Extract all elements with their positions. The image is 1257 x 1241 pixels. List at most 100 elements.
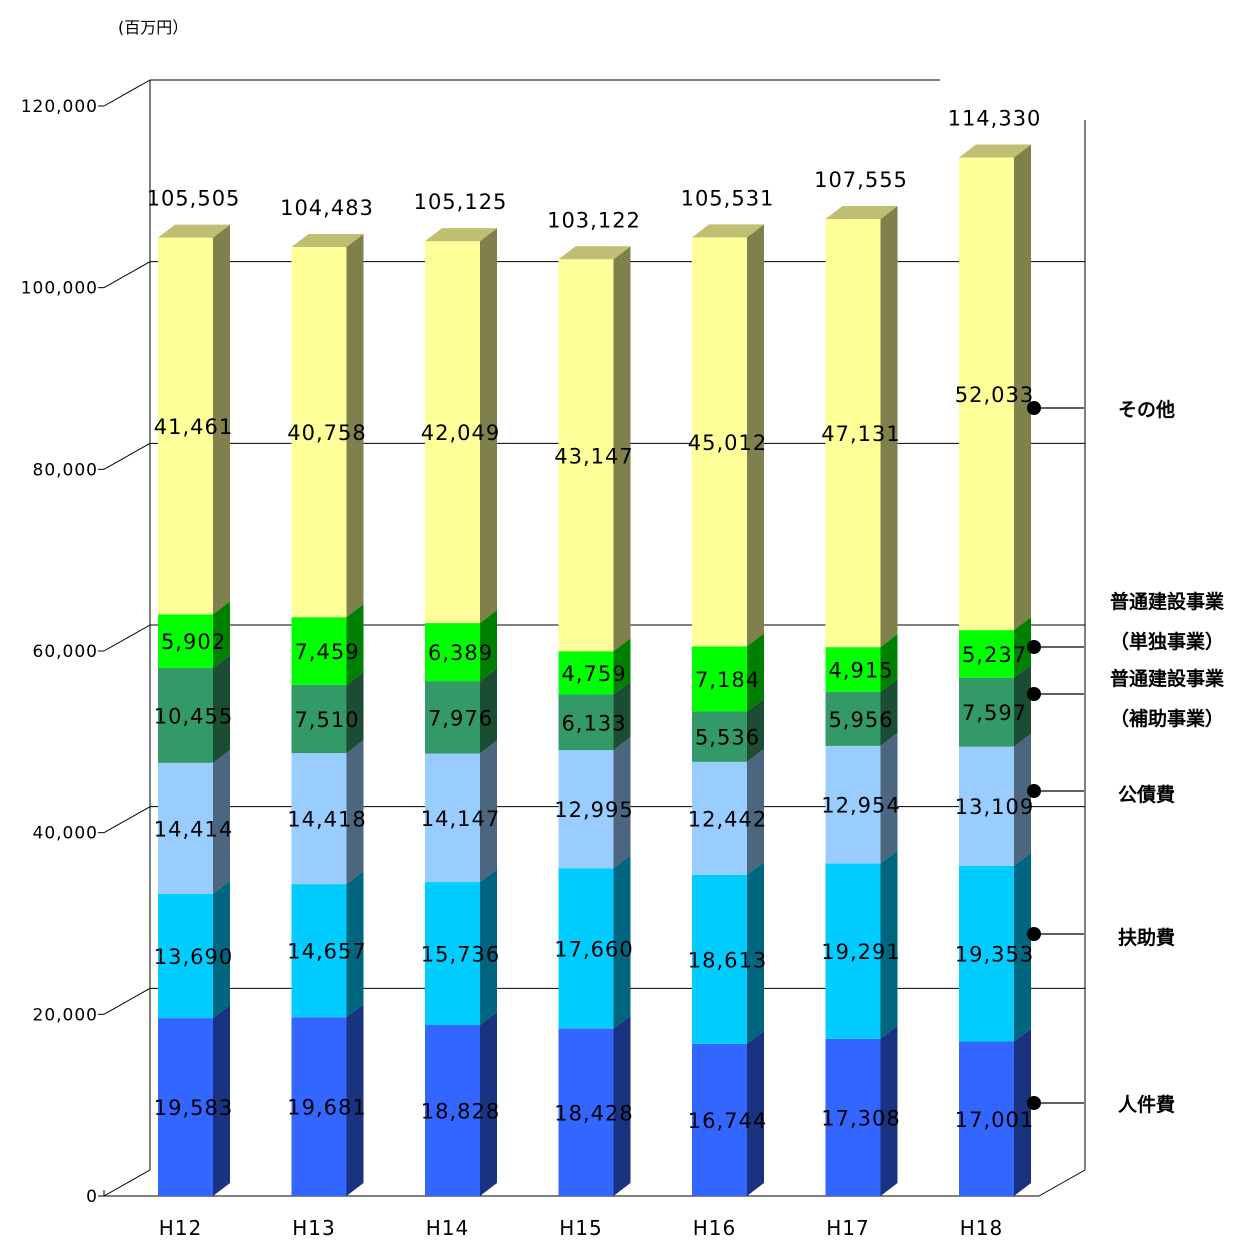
total-label: 105,531	[681, 186, 775, 210]
bar-segment	[291, 1017, 347, 1196]
bar-side	[880, 1025, 898, 1196]
data-label: 43,147	[554, 444, 633, 468]
data-label: 13,690	[154, 945, 233, 969]
bar-segment	[825, 691, 881, 746]
legend-label: 扶助費	[1118, 926, 1175, 949]
bar-side	[613, 681, 631, 751]
bar-segment	[825, 745, 881, 864]
bar-side	[480, 1011, 497, 1196]
bar-side	[213, 224, 230, 615]
bar-side	[880, 206, 898, 648]
x-tick-label: H15	[559, 1216, 603, 1237]
data-label: 52,033	[955, 383, 1034, 407]
bar-side	[346, 740, 364, 885]
bar-side	[480, 869, 497, 1025]
data-label: 17,001	[955, 1108, 1034, 1132]
bar-side	[613, 1015, 631, 1196]
bar-segment	[291, 617, 347, 685]
bar-segment	[158, 237, 213, 615]
bar-segment	[291, 684, 347, 754]
bar-segment	[959, 630, 1014, 678]
bar-side	[747, 861, 764, 1044]
bar-segment	[692, 1043, 747, 1196]
legend-label: 人件費	[1118, 1093, 1175, 1116]
bar-segment	[825, 219, 881, 648]
legend-label: （補助事業）	[1110, 707, 1224, 730]
bar-side	[213, 1005, 230, 1196]
data-label: 17,660	[554, 937, 633, 961]
bar-side	[213, 880, 230, 1019]
data-label: 10,455	[154, 704, 233, 728]
bar-top	[158, 224, 230, 238]
data-label: 18,428	[554, 1101, 633, 1125]
data-label: 18,828	[421, 1099, 500, 1123]
x-tick-label: H17	[826, 1216, 870, 1237]
bar-side	[213, 749, 230, 894]
bar-side	[346, 1004, 364, 1196]
legend-label: 公債費	[1118, 783, 1175, 806]
bar-segment	[558, 750, 614, 869]
bar-segment	[158, 893, 213, 1019]
bar-segment	[959, 865, 1014, 1042]
bar-side	[1014, 1028, 1031, 1196]
y-tick-label: 60,000	[33, 642, 98, 662]
bar-segment	[291, 753, 347, 885]
bar-segment	[692, 237, 747, 647]
bar-segment	[692, 711, 747, 762]
bar-segment	[158, 762, 213, 894]
data-label: 47,131	[821, 422, 900, 446]
bar-side	[346, 871, 364, 1018]
data-label: 12,442	[688, 807, 767, 831]
bar-segment	[425, 882, 480, 1025]
bar-segment	[291, 246, 347, 618]
bar-top	[291, 233, 364, 247]
data-label: 19,353	[955, 943, 1034, 967]
data-label: 7,976	[428, 706, 493, 730]
bar-side	[613, 855, 631, 1029]
data-label: 14,418	[287, 808, 366, 832]
bar-side	[346, 233, 364, 618]
y-tick-label: 80,000	[33, 460, 98, 480]
legend-label: その他	[1118, 398, 1175, 421]
data-label: 12,954	[821, 794, 900, 818]
total-label: 105,505	[147, 187, 241, 211]
x-tick-label: H14	[426, 1216, 470, 1237]
data-label: 5,237	[962, 643, 1027, 667]
bar-side	[880, 850, 898, 1039]
bar-side	[346, 671, 364, 754]
legend-label: 普通建設事業	[1110, 667, 1225, 690]
data-label: 14,147	[421, 807, 500, 831]
unit-label: (百万円）	[118, 18, 189, 37]
y-tick-label: 0	[86, 1187, 98, 1207]
data-label: 4,759	[561, 662, 626, 686]
bar-side	[880, 634, 898, 692]
bar-segment	[558, 259, 614, 652]
bar-side	[880, 678, 898, 746]
bar-segment	[825, 1038, 881, 1196]
bar-segment	[692, 761, 747, 875]
bar-side	[1014, 617, 1031, 678]
total-label: 107,555	[814, 168, 908, 192]
bar-top	[825, 206, 898, 220]
x-tick-label: H12	[159, 1216, 203, 1237]
bar-segment	[425, 753, 480, 883]
bar-side	[880, 732, 898, 864]
bar-segment	[158, 614, 213, 668]
bar-segment	[692, 646, 747, 712]
y-tick-label: 100,000	[21, 279, 98, 299]
legend-label: 普通建設事業	[1110, 590, 1225, 613]
data-label: 16,744	[688, 1109, 767, 1133]
bar-side	[613, 737, 631, 869]
data-label: 4,915	[828, 658, 893, 682]
y-tick-label: 120,000	[21, 97, 98, 117]
bar-segment	[959, 677, 1014, 747]
legend-label: （単独事業）	[1110, 630, 1224, 653]
bar-side	[747, 1030, 764, 1196]
data-label: 12,995	[554, 798, 633, 822]
data-label: 19,583	[154, 1096, 233, 1120]
bar-side	[1014, 664, 1031, 747]
data-label: 15,736	[421, 943, 500, 967]
data-label: 6,133	[561, 711, 626, 735]
